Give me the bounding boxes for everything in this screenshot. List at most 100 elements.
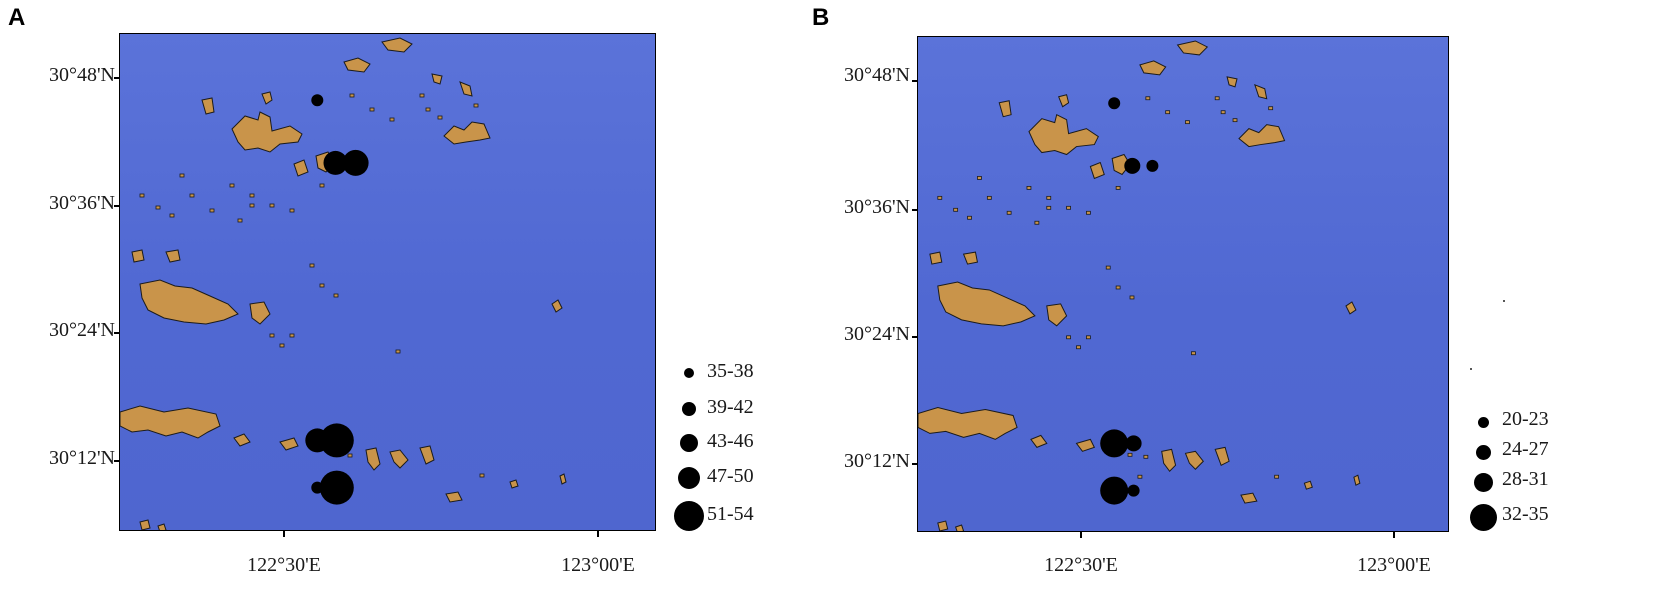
islet	[369, 107, 375, 112]
island-shape	[279, 437, 299, 451]
islet	[269, 333, 275, 338]
islet	[1066, 205, 1071, 210]
island-shape	[962, 251, 979, 265]
islet	[1232, 118, 1238, 123]
island-shape	[509, 479, 519, 489]
island-shape	[937, 520, 949, 531]
map-canvas-a	[120, 37, 567, 530]
lat-label-36: 30°36'N	[48, 192, 115, 214]
islet	[347, 453, 353, 458]
islet	[977, 176, 982, 180]
island-shape	[1345, 301, 1357, 315]
legend-marker	[1478, 417, 1489, 428]
island-shape	[165, 249, 181, 263]
map-panel-b: B 30°48'N 30°36'N 30°24'N 30°12'N 122°30…	[800, 0, 1655, 614]
islet	[1137, 474, 1143, 479]
island-shape	[249, 301, 271, 325]
island-shape	[998, 100, 1012, 118]
islet	[1268, 106, 1274, 111]
islet	[289, 208, 295, 213]
sampling-site-marker	[342, 149, 369, 176]
island-shape	[937, 281, 1036, 327]
islet	[1165, 110, 1171, 115]
island-shape	[201, 97, 215, 115]
island-shape	[139, 519, 151, 530]
island-shape	[139, 279, 239, 325]
island-shape	[1226, 76, 1238, 88]
islet	[1127, 452, 1133, 457]
sampling-site-marker	[1127, 484, 1140, 497]
island-shape	[443, 121, 491, 145]
lon-label-122-30: 122°30'E	[1044, 554, 1118, 576]
island-shape	[1240, 492, 1258, 504]
legend-label: 39-42	[707, 396, 754, 418]
islet	[1220, 110, 1226, 115]
sampling-site-marker	[323, 150, 348, 175]
map-frame-a	[119, 33, 656, 531]
islet	[1006, 210, 1012, 215]
island-shape	[929, 251, 943, 265]
island-shape	[1046, 303, 1068, 327]
islet	[155, 205, 161, 210]
island-shape	[261, 91, 273, 105]
legend-label: 35-38	[707, 360, 754, 382]
islet	[319, 183, 325, 188]
island-shape	[459, 81, 473, 97]
lat-label-24: 30°24'N	[48, 319, 115, 341]
island-shape	[293, 159, 309, 177]
stray-point	[1503, 300, 1505, 302]
legend-marker	[1470, 504, 1497, 531]
legend-marker	[1476, 445, 1491, 460]
islet	[1129, 295, 1135, 300]
islet	[209, 208, 215, 213]
lat-label-12: 30°12'N	[843, 450, 910, 472]
island-shape	[1353, 474, 1361, 486]
sampling-site-marker	[1125, 435, 1142, 452]
sampling-site-marker	[1100, 429, 1129, 458]
legend-marker	[684, 368, 694, 378]
island-shape	[1176, 40, 1209, 56]
islet	[425, 107, 431, 112]
islet	[1076, 345, 1081, 350]
lat-label-36: 30°36'N	[843, 196, 910, 218]
legend-marker	[682, 402, 696, 416]
lat-label-48: 30°48'N	[843, 64, 910, 86]
island-shape	[419, 445, 435, 465]
islet	[1143, 454, 1149, 459]
lon-label-122-30: 122°30'E	[247, 554, 321, 576]
legend-marker	[674, 501, 704, 531]
island-shape	[231, 111, 303, 153]
islet	[237, 218, 243, 223]
islet	[986, 195, 992, 200]
legend-label: 51-54	[707, 503, 754, 525]
island-shape	[918, 406, 1018, 440]
islet	[1274, 474, 1280, 479]
sampling-site-marker	[1108, 97, 1121, 110]
islet	[249, 203, 255, 208]
lat-label-12: 30°12'N	[48, 447, 115, 469]
islet	[1115, 185, 1121, 190]
islet	[953, 207, 959, 212]
islet	[333, 293, 339, 298]
lat-label-48: 30°48'N	[48, 64, 115, 86]
islet	[1034, 220, 1040, 225]
islet	[319, 283, 325, 288]
islet	[1026, 185, 1032, 190]
islet	[139, 193, 145, 198]
island-shape	[131, 249, 145, 263]
islet	[179, 173, 185, 178]
sampling-site-marker	[1124, 157, 1141, 174]
islet	[1214, 96, 1220, 101]
islet	[1145, 96, 1151, 101]
island-shape	[1303, 480, 1313, 490]
lon-label-123-00: 123°00'E	[561, 554, 635, 576]
islet	[1086, 335, 1091, 340]
islet	[269, 203, 275, 208]
island-shape	[431, 73, 443, 85]
panel-letter-b: B	[812, 4, 830, 31]
sampling-site-marker	[319, 423, 354, 458]
map-panel-a: A 30°48'N 30°36'N 30°24'N 30°12'N 122°30…	[0, 0, 820, 614]
island-shape	[1184, 450, 1204, 470]
islet	[1191, 351, 1196, 356]
islet	[189, 193, 195, 198]
